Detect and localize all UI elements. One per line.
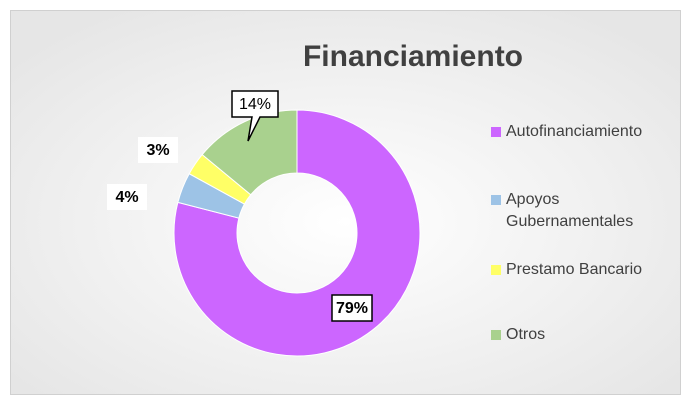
label-box	[107, 184, 147, 210]
chart-title: Financiamiento	[303, 40, 523, 73]
data-label: 14%	[239, 96, 271, 113]
donut-slice	[201, 109, 298, 196]
label-box	[331, 294, 373, 322]
data-label: 3%	[146, 142, 169, 159]
legend-swatch	[491, 195, 501, 205]
legend-label: Autofinanciamiento	[506, 123, 643, 140]
legend-swatch	[491, 330, 501, 340]
legend-swatch	[491, 265, 501, 275]
data-label: 4%	[115, 189, 138, 206]
data-label: 79%	[336, 300, 368, 317]
legend-label: Apoyos Gubernamentales	[506, 191, 634, 230]
label-box	[138, 137, 178, 163]
legend-label: Otros	[506, 326, 546, 343]
callout-box	[231, 90, 279, 142]
legend-label: Prestamo Bancario	[506, 261, 643, 278]
legend-swatch	[491, 127, 501, 137]
